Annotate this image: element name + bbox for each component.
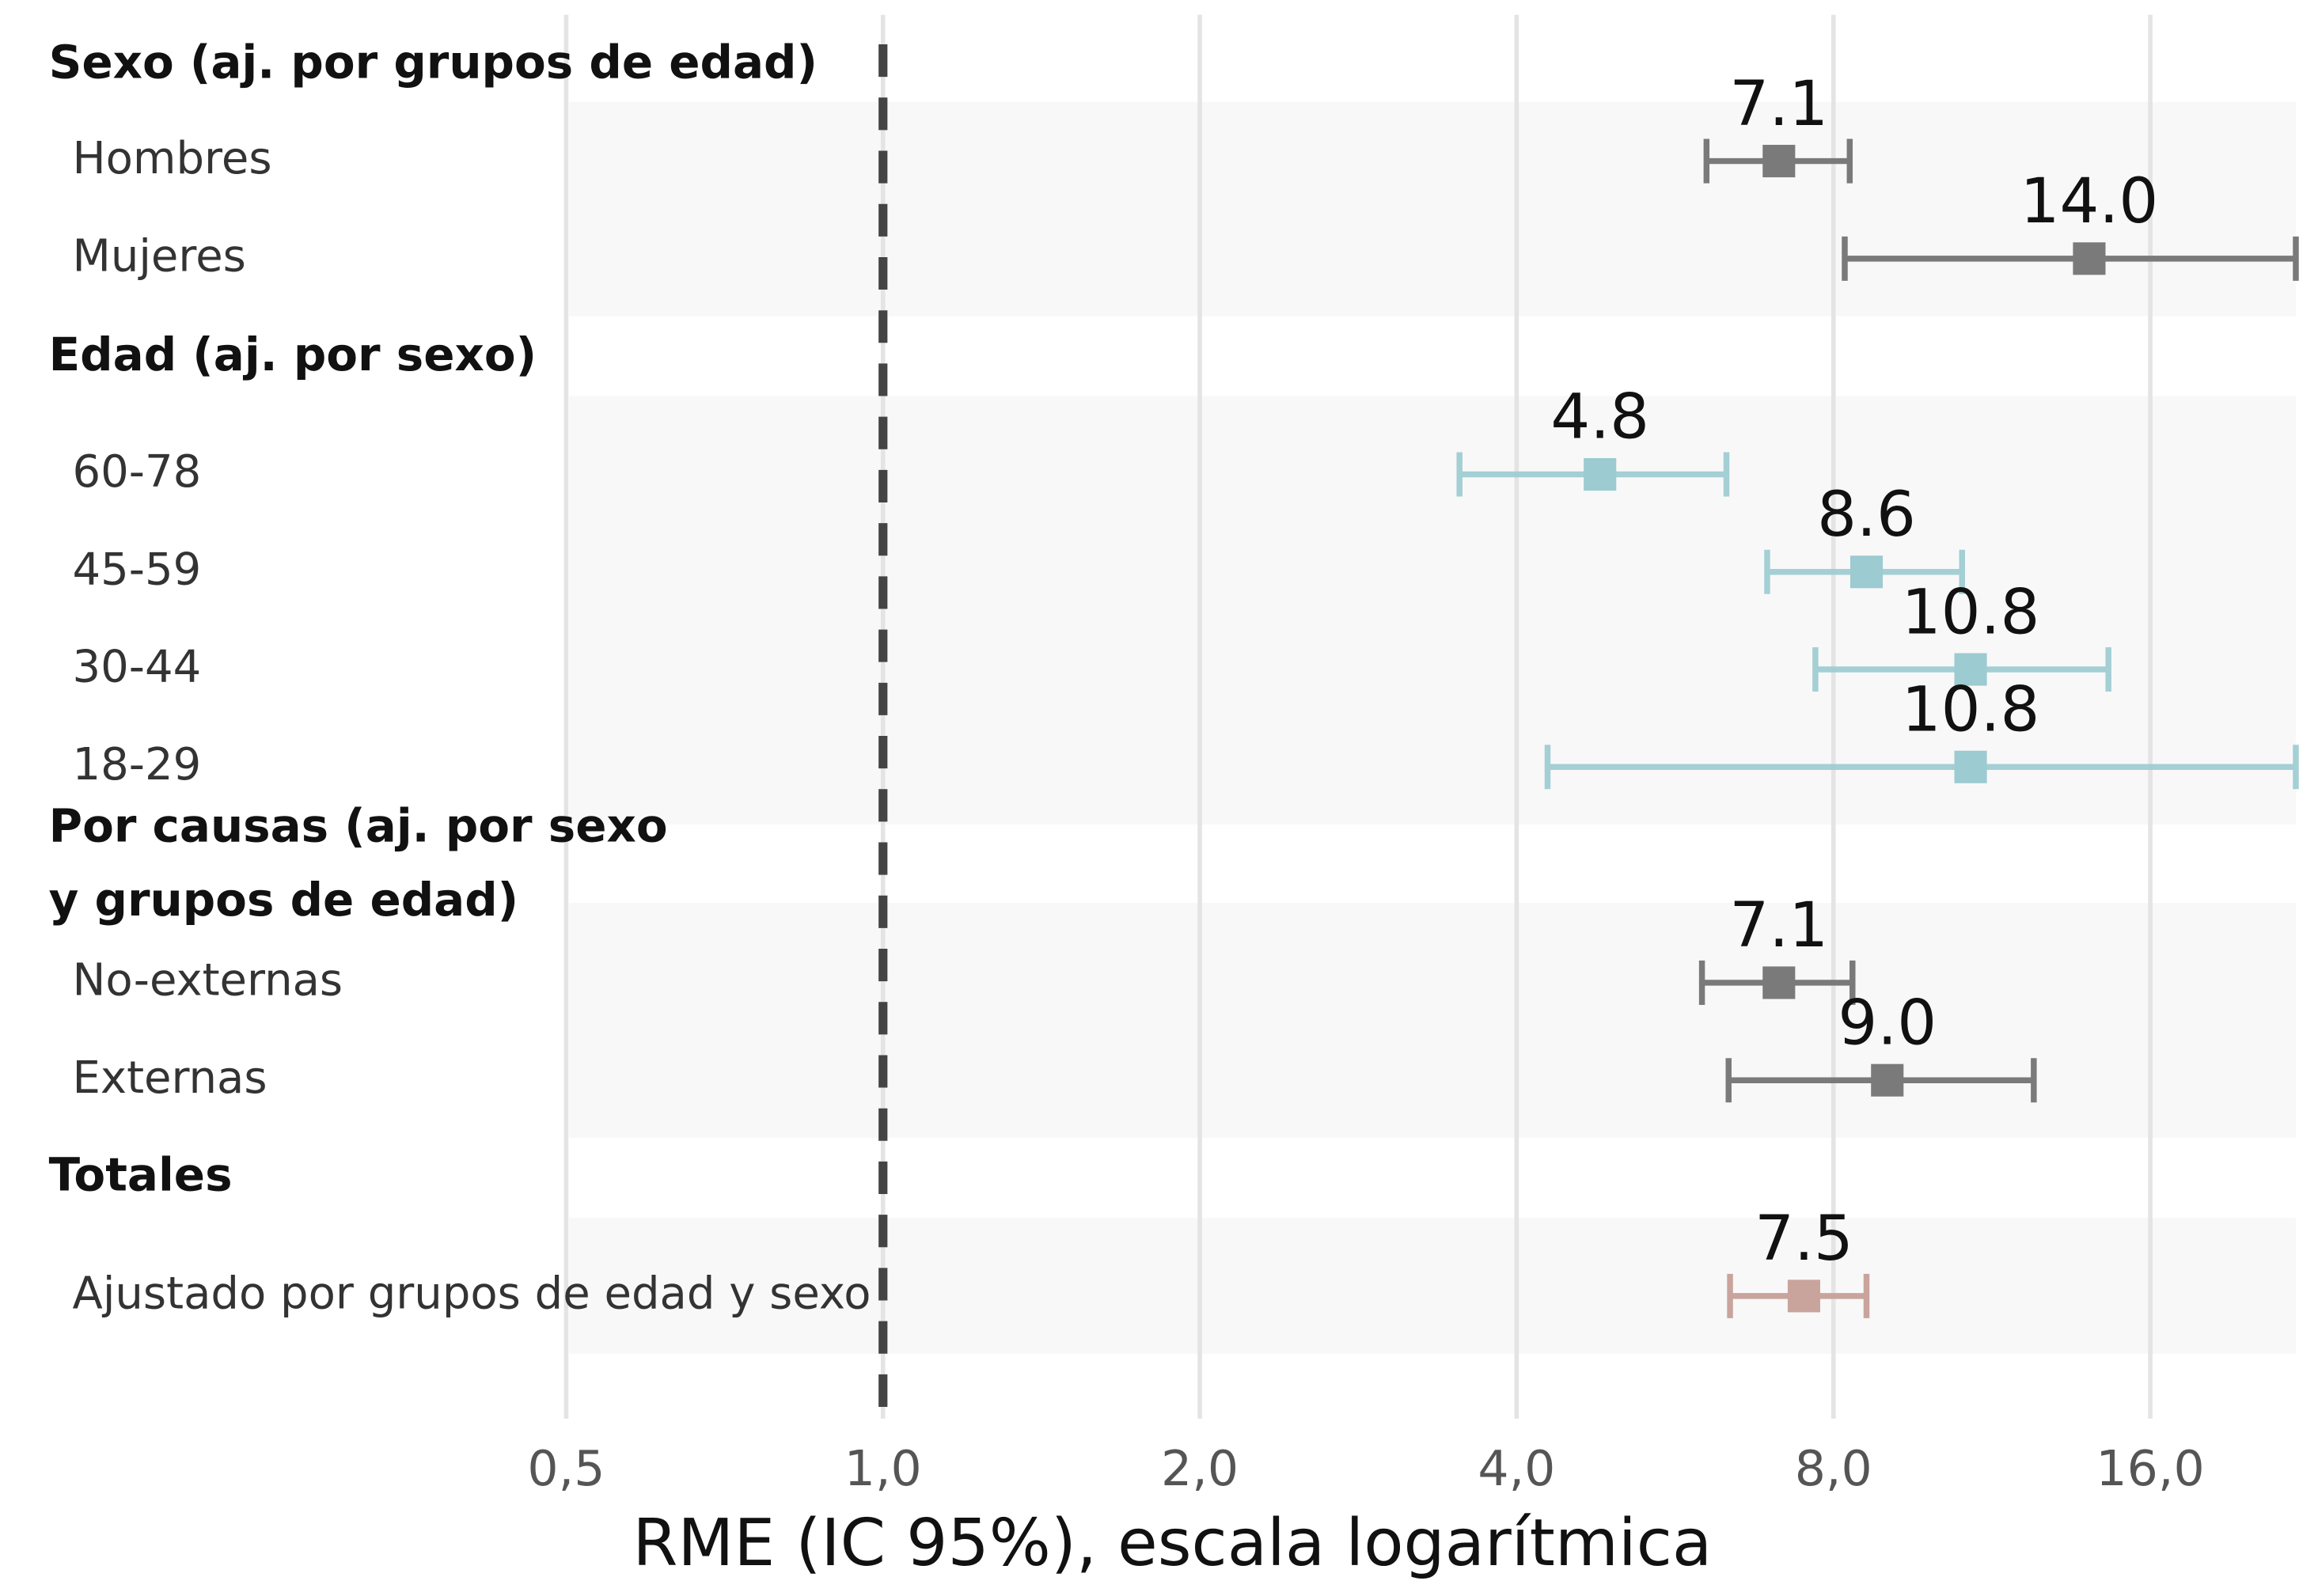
group-header: Totales <box>49 1148 233 1202</box>
value-label: 4.8 <box>1550 381 1649 453</box>
value-label: 10.8 <box>1902 576 2040 648</box>
row-label: 60-78 <box>73 446 202 498</box>
x-tick-label: 2,0 <box>1161 1440 1239 1497</box>
row-label: Ajustado por grupos de edad y sexo <box>73 1268 871 1320</box>
group-header-line: Por causas (aj. por sexo <box>49 799 668 853</box>
x-tick-label: 0,5 <box>527 1440 605 1497</box>
x-axis-title: RME (IC 95%), escala logarítmica <box>632 1506 1712 1581</box>
row-label: Hombres <box>73 133 272 184</box>
value-label: 7.5 <box>1755 1203 1853 1275</box>
value-label: 7.1 <box>1729 68 1828 140</box>
point-estimate <box>1871 1063 1904 1097</box>
value-label: 9.0 <box>1838 987 1937 1059</box>
value-label: 14.0 <box>2020 165 2159 237</box>
point-estimate <box>2073 242 2106 275</box>
group-header: Por causas (aj. por sexo y grupos de edad… <box>49 799 668 927</box>
row-label: Mujeres <box>73 230 246 282</box>
row-label: No-externas <box>73 955 343 1007</box>
x-tick-label: 16,0 <box>2096 1440 2204 1497</box>
ci-group <box>1544 745 2299 790</box>
row-label: 30-44 <box>73 642 202 693</box>
group-band <box>569 396 2296 825</box>
value-label: 8.6 <box>1817 479 1916 551</box>
row-label: Externas <box>73 1052 267 1104</box>
point-estimate <box>1849 555 1884 589</box>
point-estimate <box>1762 145 1796 178</box>
group-header: Sexo (aj. por grupos de edad) <box>49 35 818 89</box>
group-header-line: y grupos de edad) <box>49 873 518 927</box>
group-band <box>569 1217 2296 1354</box>
ci-group <box>1842 236 2299 281</box>
x-tick-label: 4,0 <box>1478 1440 1555 1497</box>
value-label: 7.1 <box>1729 889 1828 961</box>
point-estimate <box>1787 1279 1821 1313</box>
value-label: 10.8 <box>1902 674 2040 746</box>
point-estimate <box>1584 457 1617 491</box>
group-band <box>569 101 2296 317</box>
group-band <box>569 903 2296 1139</box>
point-estimate <box>1954 653 1987 686</box>
row-label: 18-29 <box>73 739 202 790</box>
group-header: Edad (aj. por sexo) <box>49 328 537 381</box>
x-tick-label: 8,0 <box>1795 1440 1872 1497</box>
point-estimate <box>1954 750 1987 783</box>
row-label: 45-59 <box>73 544 202 595</box>
x-tick-label: 1,0 <box>844 1440 922 1497</box>
point-estimate <box>1762 966 1796 999</box>
